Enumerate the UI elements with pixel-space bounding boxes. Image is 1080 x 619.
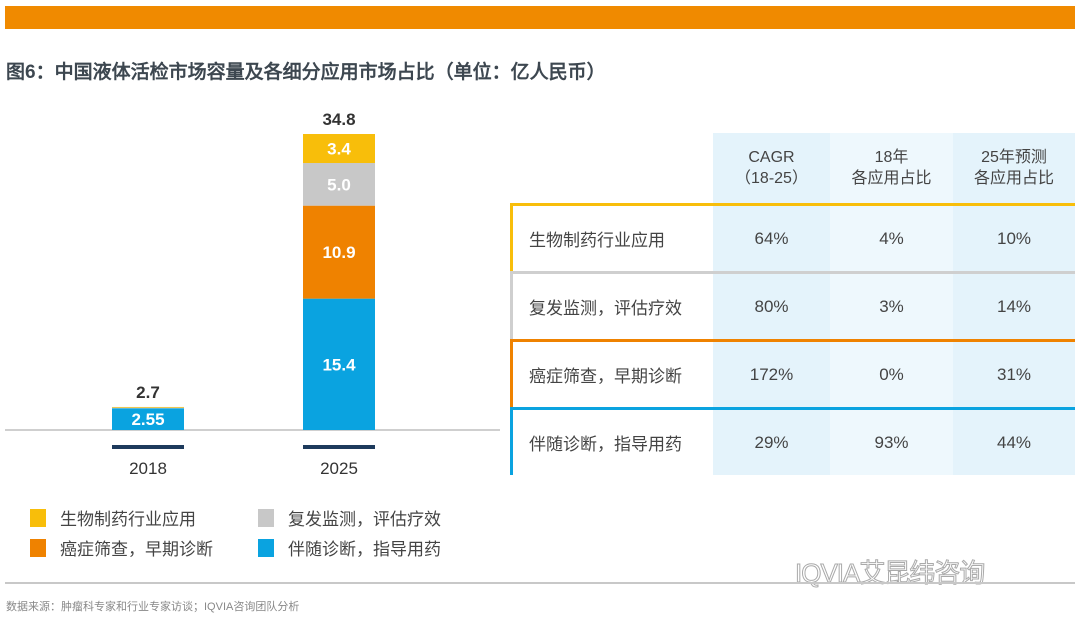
table-cell: 0% <box>879 364 904 384</box>
bar-segment <box>112 408 184 430</box>
bar-segment <box>112 407 184 409</box>
bar-segment <box>303 205 375 299</box>
table-row: 伴随诊断，指导用药 29% 93% 44% <box>510 407 1075 475</box>
header-cagr: CAGR （18-25） <box>735 149 808 187</box>
segment-label: 3.4 <box>327 140 351 159</box>
header-2025-share: 25年预测 各应用占比 <box>973 149 1054 187</box>
legend-swatch <box>258 538 274 557</box>
x-tick-label: 2025 <box>320 459 358 478</box>
row-label: 伴随诊断，指导用药 <box>529 435 682 454</box>
table-cell: 80% <box>754 296 789 316</box>
legend-recurrence: 复发监测，评估疗效 <box>258 505 441 530</box>
table-row: 复发监测，评估疗效 80% 3% 14% <box>510 271 1075 339</box>
row-label: 生物制药行业应用 <box>529 231 665 250</box>
divider <box>5 582 1075 584</box>
stacked-bar-chart: 2.55 2.7 2018 15.4 10.9 5.0 3.4 34.8 2025 <box>5 110 500 478</box>
table-cell: 10% <box>996 228 1032 248</box>
legend-companion: 伴随诊断，指导用药 <box>258 535 441 560</box>
bar-segment <box>112 406 184 408</box>
segment-label: 2.55 <box>131 410 164 429</box>
legend-swatch <box>30 538 46 557</box>
source-note: 数据来源：肿瘤科专家和行业专家访谈；IQVIA咨询团队分析 <box>6 601 300 613</box>
category-marker <box>112 445 184 449</box>
table-cell: 93% <box>874 432 909 452</box>
legend-biopharma: 生物制药行业应用 <box>30 505 196 530</box>
table-cell: 14% <box>996 296 1032 316</box>
legend-swatch <box>258 508 274 527</box>
table-cell: 172% <box>749 364 794 384</box>
x-tick-label: 2018 <box>129 459 167 478</box>
page-title: 图6：中国液体活检市场容量及各细分应用市场占比（单位：亿人民币） <box>6 62 606 83</box>
col-bg <box>830 133 953 475</box>
legend-screening: 癌症筛查，早期诊断 <box>30 535 213 560</box>
total-label: 34.8 <box>322 110 355 129</box>
bar-segment <box>303 298 375 430</box>
row-label: 复发监测，评估疗效 <box>529 299 682 318</box>
row-label: 癌症筛查，早期诊断 <box>529 367 682 386</box>
bar-segment <box>303 134 375 164</box>
segment-label: 15.4 <box>322 355 356 374</box>
segment-label: 10.9 <box>322 243 355 262</box>
table-cell: 44% <box>996 432 1032 452</box>
category-marker <box>303 445 375 449</box>
col-bg <box>713 133 830 475</box>
table-cell: 29% <box>754 432 789 452</box>
table-cell: 31% <box>996 364 1032 384</box>
table-row: 生物制药行业应用 64% 4% 10% <box>510 203 1075 271</box>
watermark: IQVIA艾昆纬咨询 <box>794 558 985 589</box>
header-bar <box>5 6 1075 29</box>
table-cell: 4% <box>879 228 904 248</box>
table-row: 癌症筛查，早期诊断 172% 0% 31% <box>510 339 1075 407</box>
header-2018-share: 18年 各应用占比 <box>851 149 932 187</box>
col-bg <box>953 133 1075 475</box>
table-cell: 3% <box>879 296 904 316</box>
legend-swatch <box>30 508 46 527</box>
table-cell: 64% <box>754 228 789 248</box>
total-label: 2.7 <box>136 383 160 402</box>
segment-label: 5.0 <box>327 175 351 194</box>
bar-segment <box>303 163 375 206</box>
